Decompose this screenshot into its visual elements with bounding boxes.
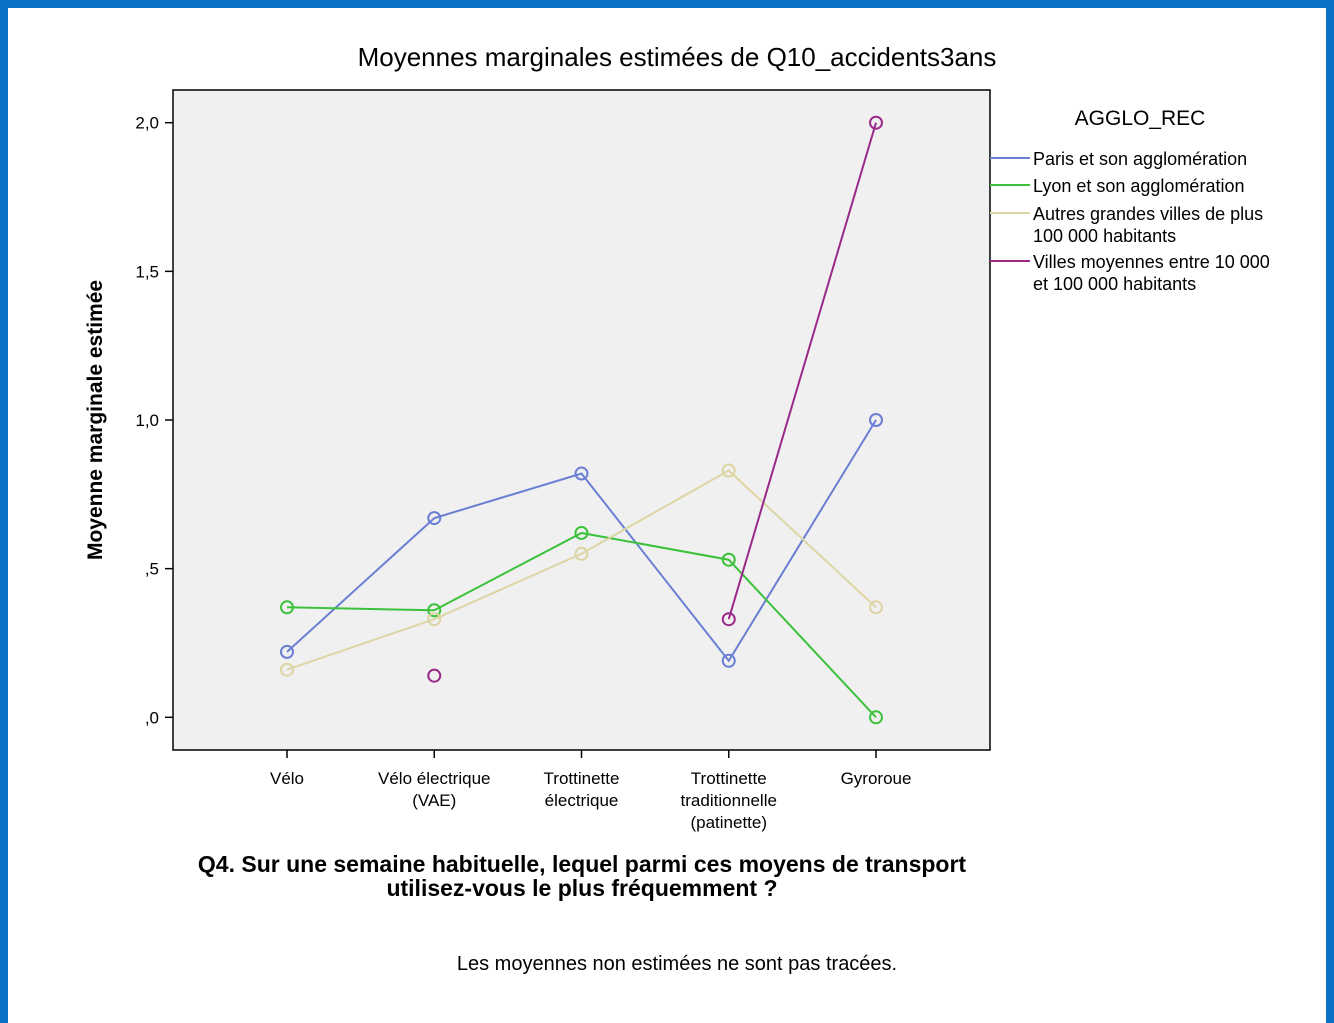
y-axis-title: Moyenne marginale estimée xyxy=(84,280,107,560)
legend-label: Villes moyennes entre 10 000 et 100 000 … xyxy=(1033,252,1270,294)
marker xyxy=(574,525,589,540)
legend-title: AGGLO_REC xyxy=(1075,107,1206,130)
series-line xyxy=(286,469,877,671)
series-line xyxy=(286,531,877,718)
chart-title: Moyennes marginales estimées de Q10_acci… xyxy=(358,42,997,72)
marker xyxy=(574,466,589,481)
x-tick-label: Trottinette traditionnelle (patinette) xyxy=(680,769,777,832)
y-tick-label: 1,5 xyxy=(135,262,159,281)
x-tick-label: Trottinette électrique xyxy=(543,769,620,810)
marker xyxy=(427,612,442,627)
legend-label-box: Lyon et son agglomération xyxy=(1033,176,1245,196)
series-line xyxy=(286,419,877,663)
x-tick-label-box: Trottinette électrique xyxy=(543,769,620,810)
marker xyxy=(869,115,883,130)
y-tick-label: ,5 xyxy=(145,560,159,579)
marker xyxy=(427,603,442,618)
note: Les moyennes non estimées ne sont pas tr… xyxy=(457,953,897,975)
marker xyxy=(721,653,736,668)
legend-label-box: Paris et son agglomération xyxy=(1033,149,1248,169)
marker xyxy=(427,668,442,683)
x-tick-label: Gyroroue xyxy=(840,769,912,788)
legend-label: Lyon et son agglomération xyxy=(1033,176,1245,196)
x-tick-label-box: Vélo xyxy=(269,769,305,788)
marker xyxy=(869,413,883,427)
legend-label-box: Autres grandes villes de plus 100 000 ha… xyxy=(1033,204,1264,246)
x-tick-label-box: Gyroroue xyxy=(840,769,912,788)
marker xyxy=(427,511,442,526)
marker xyxy=(869,600,883,615)
marker xyxy=(574,546,589,561)
marker xyxy=(869,710,883,725)
x-axis-title: Q4. Sur une semaine habituelle, lequel p… xyxy=(197,852,967,901)
legend-label: Paris et son agglomération xyxy=(1033,149,1248,169)
marker xyxy=(280,662,294,677)
y-tick-label: 1,0 xyxy=(135,411,159,430)
x-tick-label-box: Trottinette traditionnelle (patinette) xyxy=(680,769,777,832)
marker xyxy=(721,552,736,567)
y-tick-label: 2,0 xyxy=(135,114,159,133)
x-tick-label: Vélo xyxy=(269,769,305,788)
legend-label: Autres grandes villes de plus 100 000 ha… xyxy=(1033,204,1264,246)
x-tick-label: Vélo électrique (VAE) xyxy=(378,769,491,810)
legend-label-box: Villes moyennes entre 10 000 et 100 000 … xyxy=(1033,252,1270,294)
plot-area xyxy=(172,89,991,751)
series-line xyxy=(727,122,877,620)
marker xyxy=(721,612,736,627)
marker xyxy=(280,644,294,659)
marker xyxy=(280,600,294,615)
x-axis-title-box: Q4. Sur une semaine habituelle, lequel p… xyxy=(197,852,967,901)
y-tick-label: ,0 xyxy=(145,708,159,727)
x-tick-label-box: Vélo électrique (VAE) xyxy=(378,769,491,810)
marker xyxy=(721,463,736,478)
